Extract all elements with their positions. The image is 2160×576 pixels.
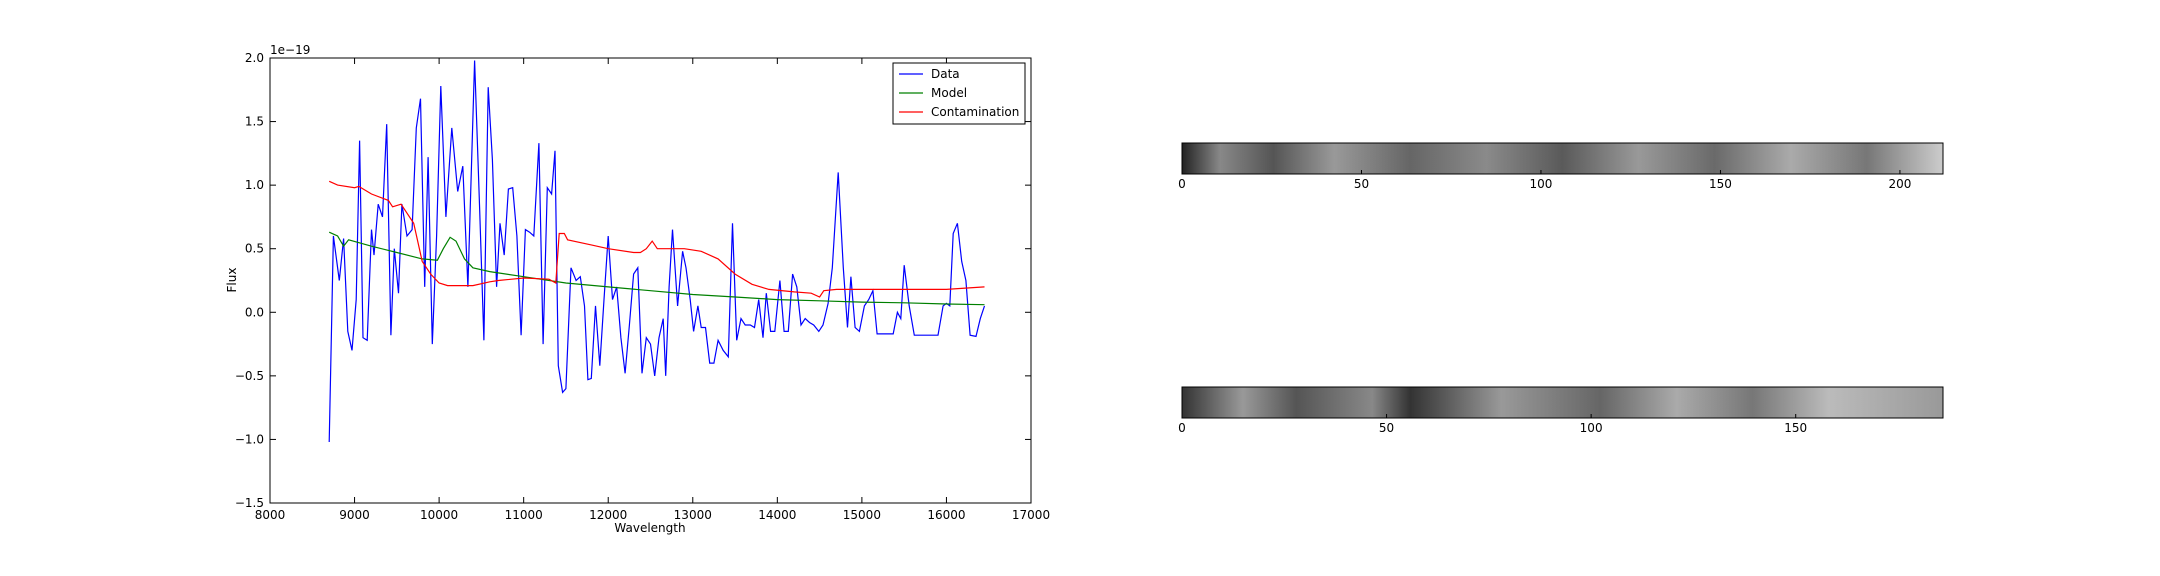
- image-strip: [1182, 143, 1943, 174]
- x-tick-label: 17000: [1012, 508, 1050, 522]
- legend-label: Model: [931, 86, 967, 100]
- y-tick-label: 0.5: [245, 242, 264, 256]
- x-tick-label: 150: [1784, 421, 1807, 435]
- x-tick-label: 16000: [927, 508, 965, 522]
- y-tick-label: 1.5: [245, 115, 264, 129]
- x-tick-label: 8000: [255, 508, 286, 522]
- x-tick-label: 15000: [843, 508, 881, 522]
- y-tick-label: −0.5: [235, 369, 264, 383]
- image-frame: [1181, 386, 1944, 419]
- x-tick-label: 100: [1530, 177, 1553, 191]
- x-tick-label: 50: [1379, 421, 1394, 435]
- legend-label: Data: [931, 67, 960, 81]
- x-tick-label: 11000: [505, 508, 543, 522]
- data-line: [328, 231, 985, 306]
- y-tick-label: −1.5: [235, 496, 264, 510]
- legend-label: Contamination: [931, 105, 1019, 119]
- x-tick-label: 100: [1580, 421, 1603, 435]
- offset-label: 1e−19: [270, 43, 310, 57]
- y-tick-label: 1.0: [245, 178, 264, 192]
- x-tick-label: 50: [1354, 177, 1369, 191]
- x-tick-label: 12000: [589, 508, 627, 522]
- data-line: [328, 60, 986, 443]
- image-frame: [1181, 142, 1944, 175]
- y-tick-label: 2.0: [245, 51, 264, 65]
- data-line: [328, 180, 985, 298]
- x-tick-label: 0: [1178, 177, 1186, 191]
- x-tick-label: 13000: [674, 508, 712, 522]
- x-tick-label: 14000: [758, 508, 796, 522]
- y-tick-label: 0.0: [245, 305, 264, 319]
- x-tick-label: 150: [1709, 177, 1732, 191]
- plot-frame: [269, 57, 1032, 504]
- y-axis-label: Flux: [225, 268, 239, 293]
- x-axis-label: Wavelength: [614, 521, 685, 535]
- x-tick-label: 0: [1178, 421, 1186, 435]
- image-strip: [1182, 387, 1943, 418]
- y-tick-label: −1.0: [235, 432, 264, 446]
- x-tick-label: 9000: [339, 508, 370, 522]
- x-tick-label: 200: [1888, 177, 1911, 191]
- x-tick-label: 10000: [420, 508, 458, 522]
